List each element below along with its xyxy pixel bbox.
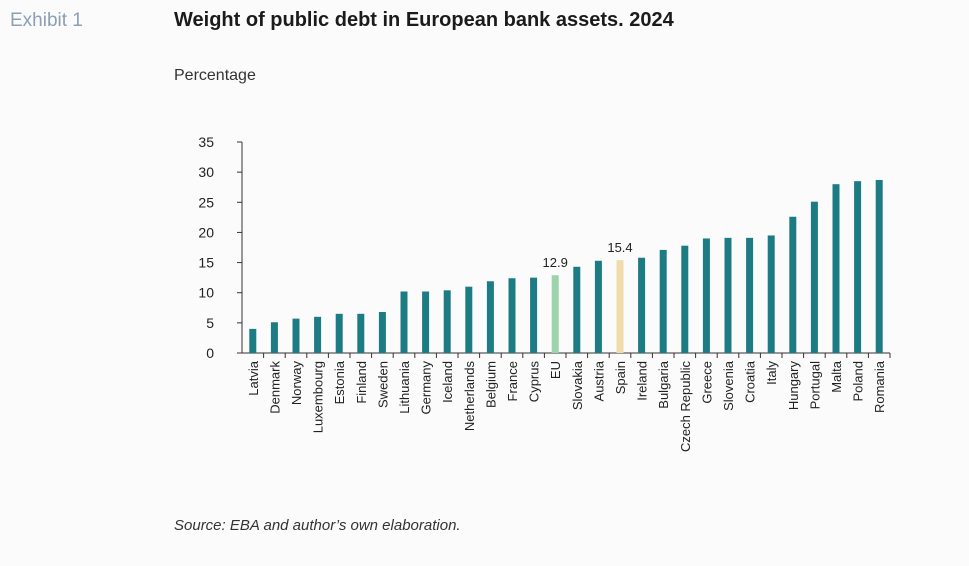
bar-sweden — [378, 312, 386, 353]
x-tick-label: Greece — [699, 361, 714, 404]
x-tick-label: Ireland — [635, 361, 650, 401]
bar-cyprus — [530, 277, 538, 353]
x-tick-label: Bulgaria — [656, 360, 671, 408]
y-tick-label: 5 — [206, 315, 214, 331]
bar-slovenia — [724, 237, 732, 353]
bar-greece — [702, 238, 710, 353]
x-tick-label: France — [505, 361, 520, 401]
x-tick-label: Slovakia — [570, 360, 585, 410]
data-label: 12.9 — [543, 255, 568, 270]
bar-estonia — [335, 313, 343, 353]
source-note: Source: EBA and author’s own elaboration… — [174, 517, 461, 534]
x-tick-label: Netherlands — [462, 361, 477, 432]
bar-latvia — [249, 328, 257, 353]
data-label: 15.4 — [607, 240, 632, 255]
x-tick-label: Luxembourg — [311, 361, 326, 433]
x-tick-label: Malta — [829, 360, 844, 393]
bar-eu — [551, 275, 559, 353]
x-tick-label: Latvia — [246, 360, 261, 395]
x-tick-label: Germany — [419, 361, 434, 415]
x-tick-label: Iceland — [440, 361, 455, 403]
x-tick-label: Czech Republic — [678, 361, 693, 453]
bar-denmark — [270, 322, 278, 353]
bar-germany — [422, 291, 430, 353]
bar-czech-republic — [681, 245, 689, 353]
x-tick-label: Lithuania — [397, 360, 412, 414]
y-tick-label: 25 — [198, 194, 214, 210]
x-tick-label: Finland — [354, 361, 369, 404]
bar-spain — [616, 260, 624, 353]
x-tick-label: Estonia — [332, 360, 347, 404]
bar-malta — [832, 184, 840, 353]
y-axis-unit-label: Percentage — [174, 67, 256, 84]
exhibit-label: Exhibit 1 — [10, 10, 83, 31]
x-tick-label: Austria — [591, 360, 606, 401]
bar-bulgaria — [659, 249, 667, 353]
y-tick-label: 10 — [198, 285, 214, 301]
y-tick-label: 30 — [198, 164, 214, 180]
x-tick-label: Norway — [289, 361, 304, 406]
bar-iceland — [443, 290, 451, 353]
x-tick-label: EU — [548, 361, 563, 379]
bar-slovakia — [573, 266, 581, 353]
x-tick-label: Romania — [872, 360, 887, 413]
bar-finland — [357, 313, 365, 353]
bar-france — [508, 278, 516, 353]
bar-luxembourg — [314, 316, 322, 353]
bar-lithuania — [400, 291, 408, 353]
x-tick-label: Belgium — [483, 361, 498, 408]
x-tick-label: Spain — [613, 361, 628, 394]
x-tick-label: Slovenia — [721, 360, 736, 411]
x-tick-label: Poland — [851, 361, 866, 401]
x-tick-label: Italy — [764, 361, 779, 385]
bar-ireland — [638, 257, 646, 353]
bar-italy — [767, 235, 775, 353]
bar-belgium — [486, 281, 494, 353]
x-tick-label: Croatia — [743, 360, 758, 403]
bar-croatia — [746, 237, 754, 353]
x-tick-label: Portugal — [807, 361, 822, 410]
bar-austria — [594, 260, 602, 353]
bar-hungary — [789, 216, 797, 353]
bar-poland — [854, 181, 862, 353]
chart-title: Weight of public debt in European bank a… — [174, 9, 674, 31]
bar-netherlands — [465, 286, 473, 353]
y-tick-label: 35 — [198, 134, 214, 150]
bar-portugal — [810, 201, 818, 353]
x-tick-label: Hungary — [786, 361, 801, 411]
y-tick-label: 15 — [198, 255, 214, 271]
bar-romania — [875, 179, 883, 353]
bar-norway — [292, 318, 300, 353]
x-tick-label: Denmark — [267, 361, 282, 414]
x-tick-label: Sweden — [375, 361, 390, 408]
x-tick-label: Cyprus — [527, 361, 542, 403]
y-tick-label: 0 — [206, 345, 214, 361]
y-tick-label: 20 — [198, 224, 214, 240]
